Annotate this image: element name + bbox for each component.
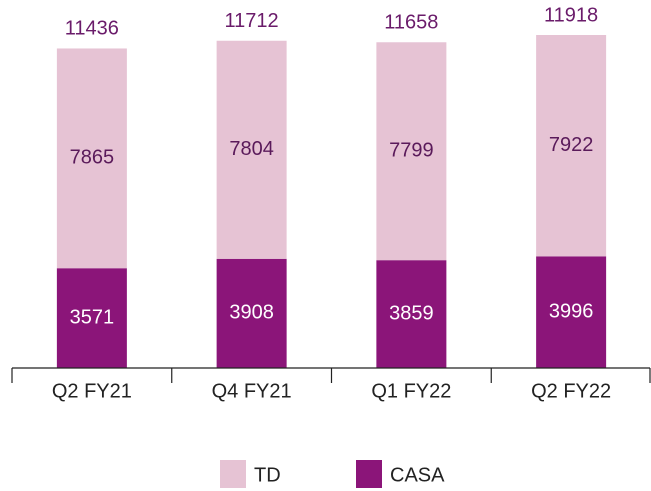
total-label: 11918 [544, 4, 598, 26]
bar-segment [376, 260, 447, 368]
total-label: 11712 [225, 10, 279, 32]
value-label: 7804 [229, 138, 274, 160]
bar-segment [216, 40, 287, 259]
x-tick-label: Q4 FY21 [212, 380, 292, 402]
total-label: 11658 [384, 12, 438, 34]
total-label: 11436 [65, 18, 119, 40]
bar-segment [536, 35, 607, 257]
value-label: 7922 [549, 134, 594, 156]
x-tick-label: Q2 FY22 [531, 380, 611, 402]
value-label: 3908 [229, 302, 274, 324]
bar-segment [376, 42, 447, 261]
legend-label: TD [254, 464, 281, 486]
bar-segment [216, 258, 287, 368]
x-tick-label: Q1 FY22 [371, 380, 451, 402]
legend-label: CASA [390, 464, 445, 486]
legend-swatch [220, 460, 246, 488]
legend-swatch [356, 460, 382, 488]
value-label: 3859 [389, 302, 434, 324]
value-label: 3996 [549, 300, 594, 322]
value-label: 7865 [70, 147, 115, 169]
bar-segment [56, 268, 127, 368]
value-label: 3571 [70, 306, 115, 328]
x-tick-label: Q2 FY21 [52, 380, 132, 402]
value-label: 7799 [389, 140, 434, 162]
bar-segment [56, 48, 127, 269]
bar-segment [536, 256, 607, 368]
